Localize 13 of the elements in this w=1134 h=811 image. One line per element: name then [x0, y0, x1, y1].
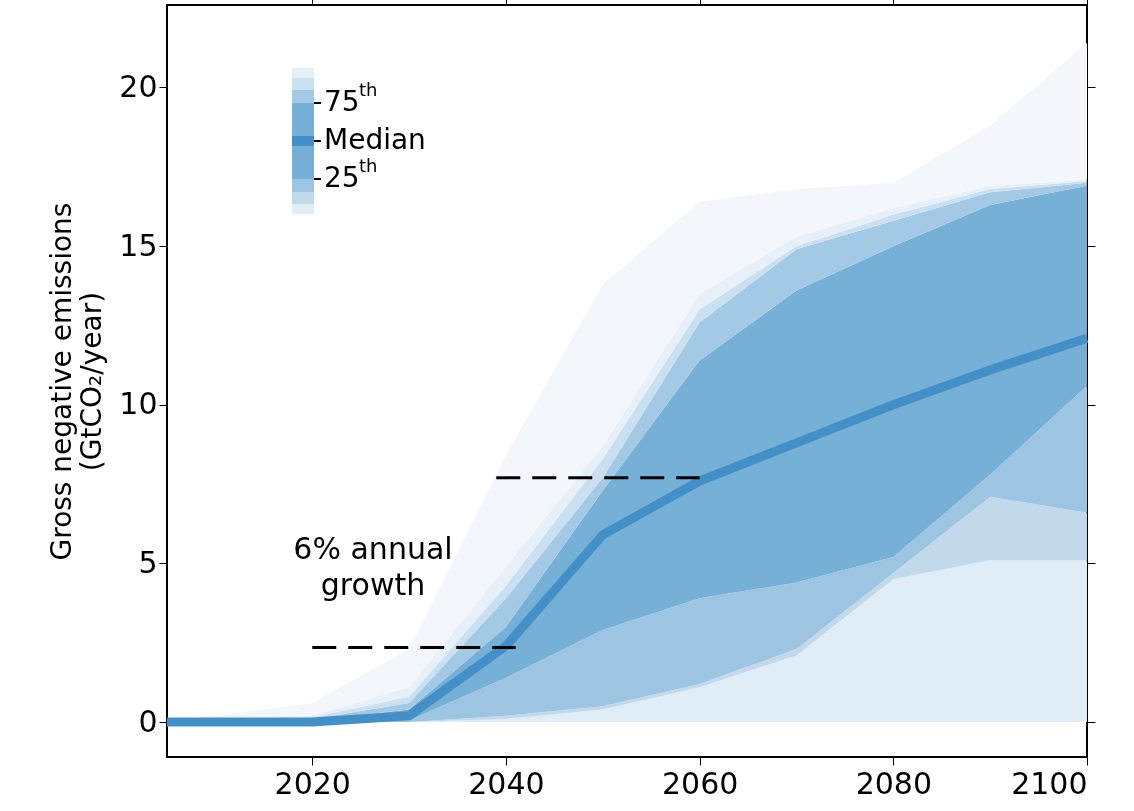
y-tick-label: 20: [119, 69, 158, 104]
annotation: 6% annual growth: [293, 531, 453, 602]
y-tick-label: 10: [119, 386, 158, 422]
y-axis-title: Gross negative emissions (GtCO₂/year): [45, 202, 109, 561]
x-tick-label: 2020: [274, 765, 351, 801]
x-tick-label: 2040: [468, 765, 545, 801]
x-tick-label: 2100: [1011, 765, 1088, 801]
x-tick-label: 2060: [661, 765, 739, 801]
y-tick-label: 15: [119, 227, 158, 263]
x-tick-label: 2080: [855, 765, 932, 801]
y-tick-label: 0: [138, 703, 158, 739]
y-tick-label: 5: [138, 544, 158, 580]
legend-label: Median: [324, 123, 426, 156]
